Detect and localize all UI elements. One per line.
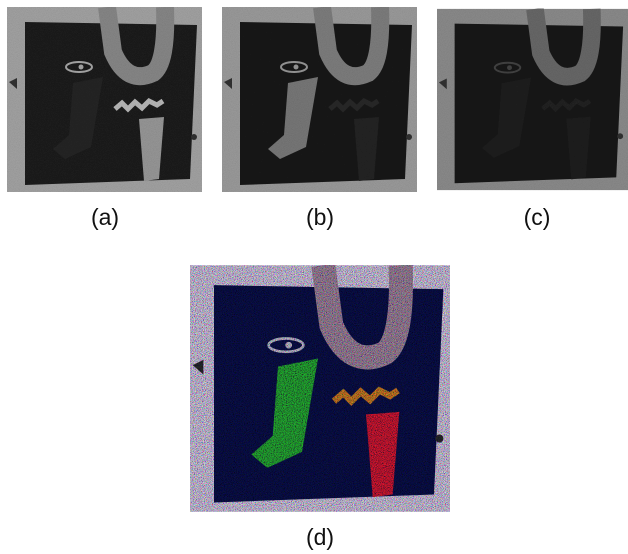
panel-label: (b) (306, 204, 334, 230)
panel-a (7, 7, 202, 192)
panel-d (190, 265, 450, 512)
panel-c (437, 9, 628, 190)
figure: (a) (b) (c) (d) (0, 0, 628, 554)
panel-label: (d) (306, 524, 334, 550)
panel-b (222, 7, 417, 192)
panel-label: (c) (524, 204, 551, 230)
panel-label: (a) (91, 204, 119, 230)
